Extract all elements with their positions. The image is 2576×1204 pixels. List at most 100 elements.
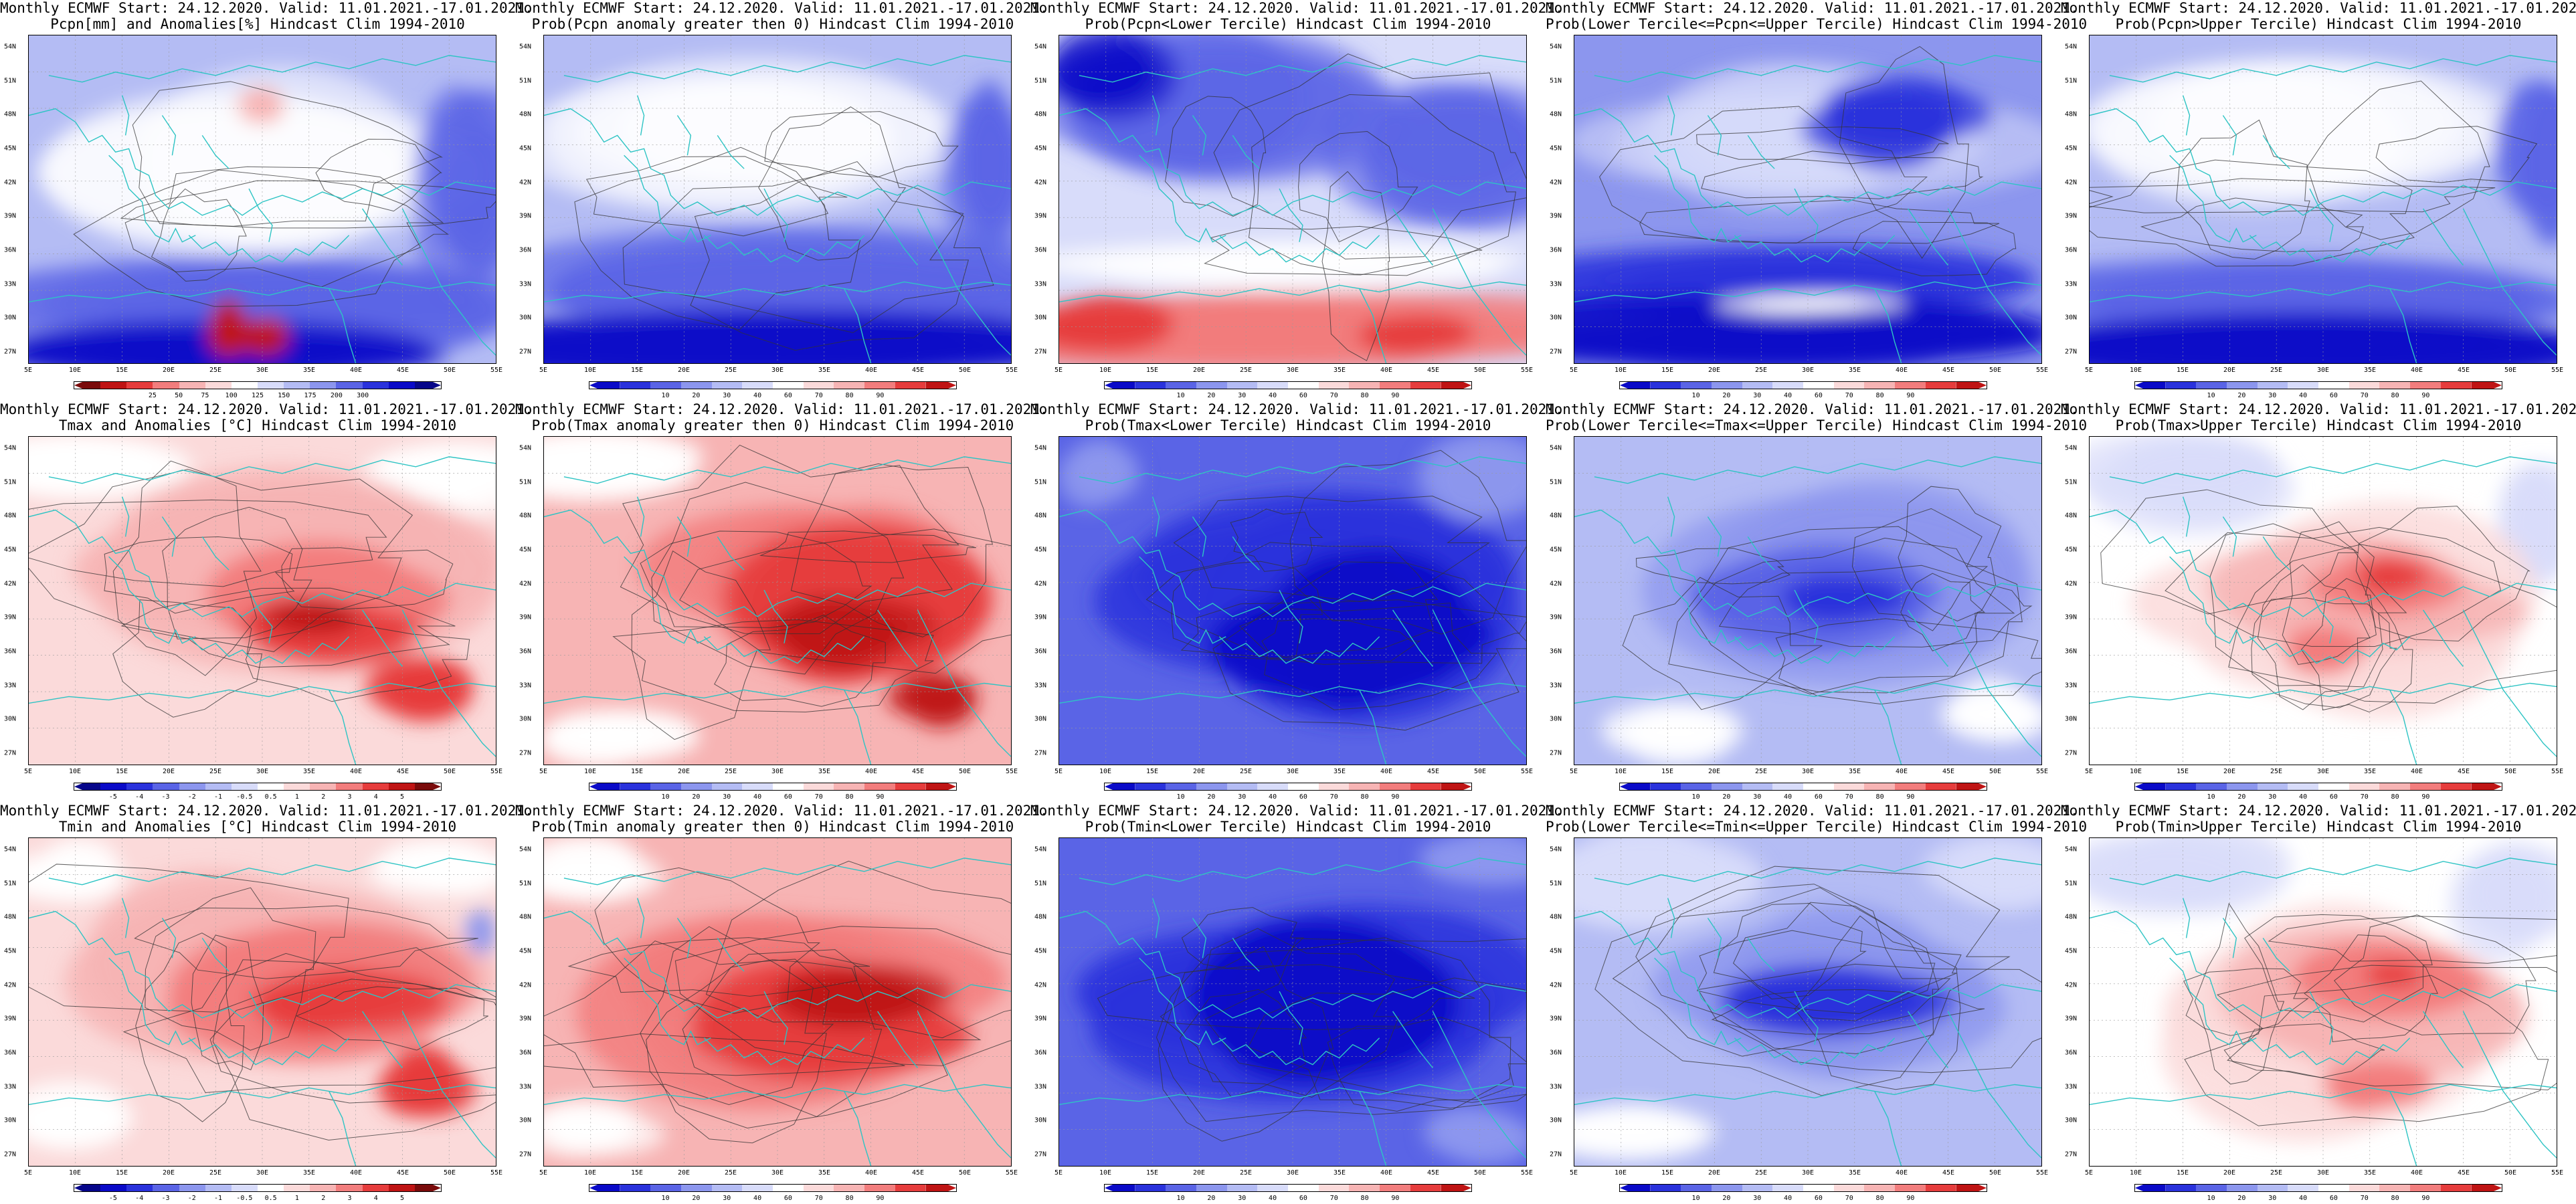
- coastline: [563, 456, 1011, 484]
- panel-title-line2: Prob(Lower Tercile<=Pcpn<=Upper Tercile)…: [1546, 16, 2088, 32]
- coastline: [29, 1084, 496, 1106]
- coastline: [1747, 938, 1775, 972]
- colorbar-swatch: [153, 1185, 179, 1191]
- coastline: [29, 108, 496, 216]
- lat-tick-label: 33N: [1550, 682, 1562, 690]
- map-plot-area: [28, 35, 496, 364]
- field-region: [544, 322, 1011, 363]
- lon-tick-label: 35E: [2363, 367, 2377, 374]
- colorbar-tick-label: 90: [1391, 793, 1400, 801]
- colorbar-tick-label: 40: [1784, 392, 1792, 399]
- lat-tick-label: 54N: [2065, 43, 2078, 51]
- lat-tick-label: 51N: [2065, 478, 2078, 486]
- lon-tick-label: 10E: [2129, 1169, 2142, 1177]
- contour-line: [544, 1033, 905, 1076]
- colorbar-tick-label: 10: [1176, 392, 1185, 399]
- lon-tick-label: 50E: [1989, 367, 2002, 374]
- lat-tick-label: 48N: [1550, 110, 1562, 118]
- panel-title-line2: Prob(Tmin>Upper Tercile) Hindcast Clim 1…: [2115, 819, 2522, 835]
- lon-tick-label: 30E: [771, 1169, 784, 1177]
- lon-tick-label: 25E: [2270, 768, 2283, 775]
- coastline: [2422, 1011, 2464, 1069]
- contour-line: [1839, 45, 1969, 259]
- lat-tick-label: 42N: [2065, 580, 2078, 588]
- coastline: [1654, 957, 1742, 1045]
- coastline: [2090, 1084, 2557, 1106]
- colorbar-swatch: [1288, 783, 1319, 790]
- colorbar-tick-label: 80: [2391, 392, 2399, 399]
- colorbar: [589, 783, 957, 791]
- panel-title-line2: Tmax and Anomalies [°C] Hindcast Clim 19…: [58, 417, 457, 433]
- colorbar-swatch: [1803, 783, 1834, 790]
- contour-line: [2244, 914, 2433, 1023]
- colorbar-swatch: [205, 1185, 232, 1191]
- contour-line: [1718, 565, 2033, 647]
- panel-title-line2: Prob(Lower Tercile<=Tmin<=Upper Tercile)…: [1546, 819, 2088, 835]
- coastline: [1079, 456, 1526, 484]
- colorbar-swatch: [2288, 1185, 2319, 1191]
- colorbar: [1104, 1184, 1472, 1192]
- coastline: [1279, 188, 1303, 242]
- coastline: [188, 636, 350, 664]
- contour-line: [574, 146, 861, 330]
- coastline: [544, 1084, 1011, 1106]
- lat-tick-label: 36N: [1550, 1049, 1562, 1057]
- contour-line: [640, 530, 872, 628]
- contour-line: [1775, 618, 2041, 705]
- coastline: [1574, 509, 2041, 617]
- lon-tick-label: 25E: [1754, 367, 1768, 374]
- coastline: [676, 918, 692, 959]
- colorbar-tick-label: 0.5: [264, 793, 277, 801]
- colorbar-tick-label: 10: [1176, 793, 1185, 801]
- coastline: [2249, 1037, 2411, 1066]
- lat-tick-label: 36N: [519, 1049, 532, 1057]
- lat-tick-label: 39N: [2065, 1015, 2078, 1023]
- colorbar-swatch: [336, 382, 363, 389]
- lat-tick-label: 30N: [519, 314, 532, 322]
- colorbar-swatch: [1441, 382, 1471, 389]
- coastline: [1079, 858, 1526, 886]
- lat-tick-label: 42N: [1034, 580, 1047, 588]
- map-plot-area: [1574, 436, 2042, 765]
- lat-tick-label: 27N: [1034, 1150, 1047, 1159]
- coastline: [1907, 609, 1948, 668]
- contour-line: [2334, 914, 2537, 1035]
- colorbar-swatch: [2471, 783, 2502, 790]
- colorbar-swatch: [1650, 783, 1681, 790]
- colorbar-tick-label: 60: [784, 793, 792, 801]
- coastline: [361, 609, 403, 668]
- lon-tick-label: 40E: [1895, 1169, 1908, 1177]
- coastline: [544, 108, 1011, 216]
- colorbar-swatch: [895, 783, 926, 790]
- lon-tick-label: 30E: [256, 768, 269, 775]
- coastline: [361, 1011, 403, 1069]
- lat-tick-label: 54N: [2065, 845, 2078, 854]
- colorbar-tick-label: 10: [2207, 1195, 2215, 1202]
- contour-line: [122, 952, 496, 1093]
- field-region: [1955, 693, 2041, 744]
- coastline: [2169, 556, 2257, 644]
- coastline: [201, 135, 229, 169]
- lon-tick-label: 5E: [1054, 768, 1063, 775]
- lon-tick-label: 5E: [1569, 1169, 1578, 1177]
- colorbar-swatch: [257, 783, 284, 790]
- lat-tick-label: 48N: [1034, 913, 1047, 921]
- field-region: [544, 838, 644, 904]
- coastline: [703, 636, 865, 664]
- contour-line: [759, 530, 976, 563]
- coastline: [2222, 115, 2237, 156]
- contour-line: [281, 547, 454, 610]
- lat-tick-label: 54N: [2065, 444, 2078, 452]
- lon-tick-label: 40E: [349, 768, 363, 775]
- lon-tick-label: 10E: [1614, 367, 1627, 374]
- lon-tick-label: 5E: [539, 367, 548, 374]
- colorbar-swatch: [100, 382, 127, 389]
- panel-title-line1: Monthly ECMWF Start: 24.12.2020. Valid: …: [2061, 0, 2576, 16]
- field-region: [464, 910, 496, 952]
- field-map: [1059, 35, 1526, 363]
- colorbar-swatch: [834, 382, 865, 389]
- coastline: [717, 938, 745, 972]
- lat-tick-label: 48N: [1550, 512, 1562, 520]
- colorbar-swatch: [2288, 382, 2319, 389]
- lat-tick-label: 30N: [2065, 314, 2078, 322]
